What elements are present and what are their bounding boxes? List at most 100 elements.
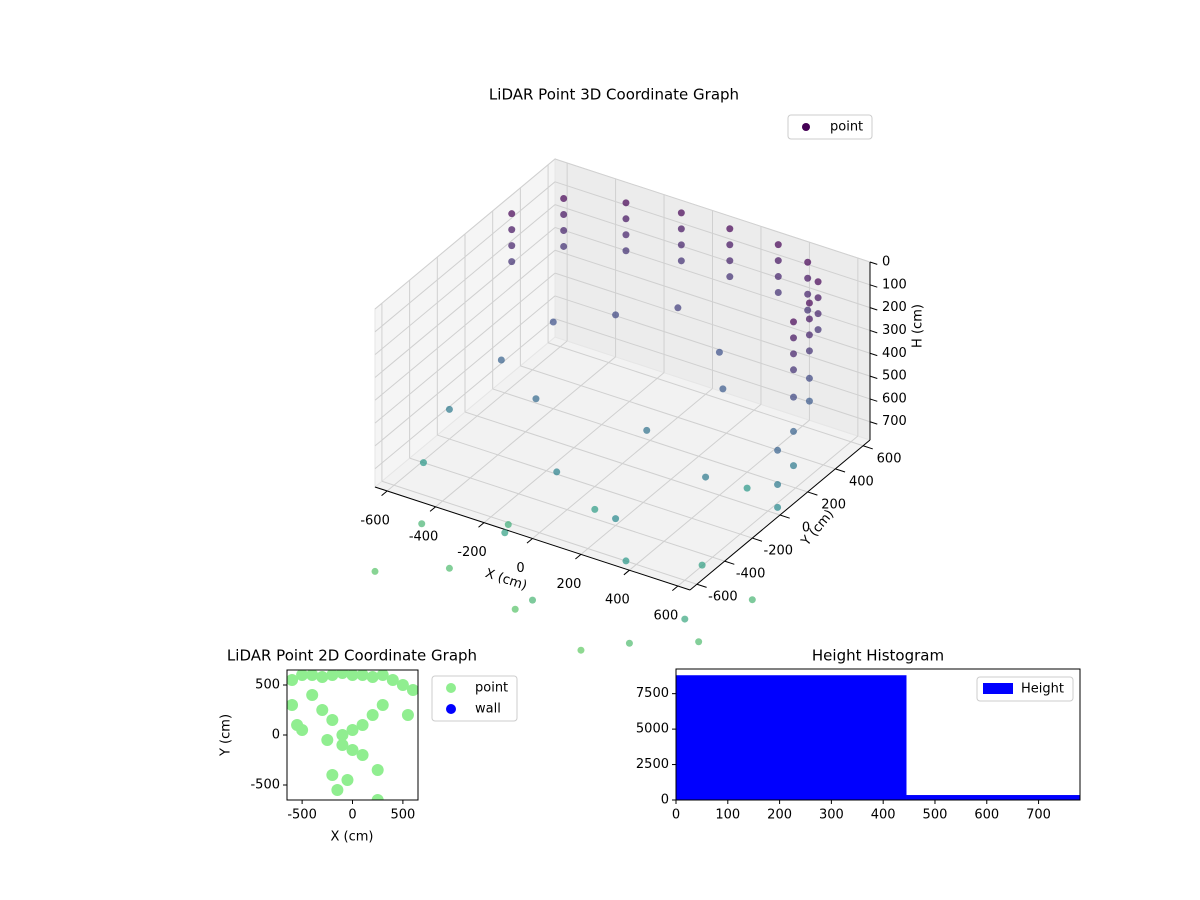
point (622, 557, 630, 565)
point (748, 596, 756, 604)
point (336, 739, 349, 751)
point (532, 395, 540, 403)
point (341, 774, 354, 786)
point (356, 719, 369, 731)
point (549, 318, 557, 326)
grid-line (554, 295, 871, 400)
x-tick-label: -600 (360, 513, 390, 528)
point (326, 670, 339, 681)
point (504, 521, 512, 529)
tick-mark (869, 398, 878, 402)
y-tick-label: 600 (877, 451, 902, 466)
point (804, 290, 812, 298)
point (529, 596, 536, 604)
point (790, 350, 797, 358)
point (321, 734, 334, 746)
grid-line (381, 480, 698, 585)
y-tick-label: 200 (821, 497, 846, 512)
legend-swatch (983, 683, 1013, 694)
point (316, 704, 329, 716)
grid-line (547, 342, 864, 447)
x-axis-label: X (cm) (331, 830, 374, 845)
point (790, 393, 797, 401)
point (726, 241, 734, 249)
legend-marker (446, 683, 456, 693)
grid-line (554, 272, 871, 377)
grid-line (374, 227, 556, 378)
point (287, 674, 299, 686)
point (511, 605, 519, 613)
legend-box (787, 114, 873, 140)
point (622, 231, 630, 239)
point (790, 318, 797, 326)
x-tick-label: 600 (653, 609, 678, 624)
y-tick-label: 500 (255, 678, 280, 693)
point (674, 304, 682, 312)
point (622, 199, 630, 207)
y-tick-label: -200 (764, 544, 794, 559)
point (643, 426, 651, 434)
tick-mark (672, 585, 679, 592)
point (346, 670, 359, 681)
x-tick-label: 0 (348, 808, 356, 823)
grid-line (374, 158, 556, 310)
point (726, 257, 734, 265)
point (371, 764, 384, 776)
axis-line (689, 439, 871, 591)
tick-mark (526, 538, 533, 544)
point (726, 225, 734, 233)
point (326, 769, 339, 781)
y-tick-label: 0 (661, 793, 669, 808)
tick-mark (381, 490, 388, 496)
point (346, 744, 359, 756)
point (560, 211, 568, 218)
point (445, 405, 453, 413)
point (406, 684, 418, 696)
grid-line (554, 204, 871, 309)
point (612, 311, 620, 319)
point (396, 679, 409, 691)
chart-title: Height Histogram (812, 647, 944, 665)
x-tick-label: -400 (409, 529, 439, 544)
tick-mark (429, 506, 436, 512)
z-tick-label: 700 (882, 414, 907, 429)
point (331, 784, 344, 796)
point (774, 446, 782, 454)
point (386, 674, 399, 686)
point (702, 473, 710, 481)
point (695, 638, 703, 646)
point (371, 794, 384, 800)
point (356, 749, 369, 761)
y-tick-label: 0 (272, 728, 280, 743)
point (326, 714, 339, 726)
point (774, 273, 782, 281)
z-tick-label: 0 (882, 255, 890, 270)
tick-mark (869, 284, 878, 288)
tick-mark (575, 553, 582, 560)
grid-line (374, 249, 556, 401)
point (376, 670, 389, 681)
y-tick-label: -400 (736, 567, 766, 582)
x-tick-label: 0 (672, 808, 680, 823)
y-tick-label: -500 (250, 778, 280, 793)
x-tick-label: 0 (516, 561, 524, 576)
point (726, 273, 734, 281)
point (814, 310, 822, 318)
grid-line (492, 388, 808, 493)
point (287, 699, 299, 711)
point (774, 241, 782, 249)
x-tick-label: 400 (605, 593, 630, 608)
grid-line (374, 318, 556, 470)
legend-label: wall (475, 702, 501, 717)
grid-line (554, 249, 871, 354)
point (790, 366, 797, 374)
point (346, 724, 359, 736)
x-tick-label: 300 (819, 808, 844, 823)
point (698, 561, 706, 569)
chart-title: LiDAR Point 3D Coordinate Graph (489, 86, 739, 104)
point (805, 331, 813, 339)
z-axis-label: H (cm) (911, 304, 926, 348)
tick-mark (869, 375, 878, 379)
bar (676, 675, 907, 800)
